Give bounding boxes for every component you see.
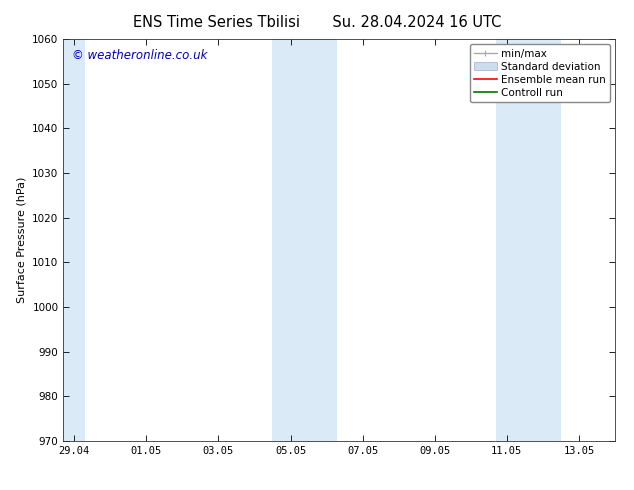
- Y-axis label: Surface Pressure (hPa): Surface Pressure (hPa): [16, 177, 27, 303]
- Bar: [496, 39, 561, 441]
- Legend: min/max, Standard deviation, Ensemble mean run, Controll run: min/max, Standard deviation, Ensemble me…: [470, 45, 610, 102]
- Text: ENS Time Series Tbilisi       Su. 28.04.2024 16 UTC: ENS Time Series Tbilisi Su. 28.04.2024 1…: [133, 15, 501, 30]
- Bar: [63, 39, 85, 441]
- Bar: [273, 39, 337, 441]
- Text: © weatheronline.co.uk: © weatheronline.co.uk: [72, 49, 207, 62]
